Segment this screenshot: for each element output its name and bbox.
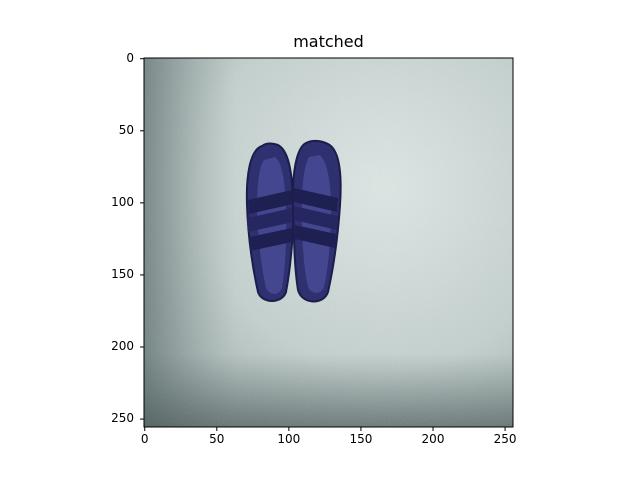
- y-tick-label: 0: [126, 50, 134, 65]
- x-tick-label: 50: [209, 432, 225, 446]
- tick-marks: [140, 58, 506, 431]
- photo-image: [144, 58, 513, 427]
- right-sandal-icon: [291, 139, 342, 303]
- axes-frame: [143, 57, 514, 428]
- x-tick-label: 250: [493, 432, 517, 446]
- plot-title: matched: [293, 32, 364, 51]
- y-tick-label: 100: [111, 194, 134, 209]
- x-tick-label: 200: [421, 432, 445, 446]
- x-tick-label: 150: [349, 432, 373, 446]
- x-tick-label: 0: [140, 432, 149, 446]
- y-tick-label: 50: [118, 122, 134, 137]
- x-tick-label: 100: [277, 432, 301, 446]
- left-sandal-icon: [245, 142, 295, 302]
- y-tick-label: 200: [111, 339, 134, 353]
- y-tick-label: 250: [111, 411, 134, 426]
- y-tick-label: 150: [111, 266, 134, 281]
